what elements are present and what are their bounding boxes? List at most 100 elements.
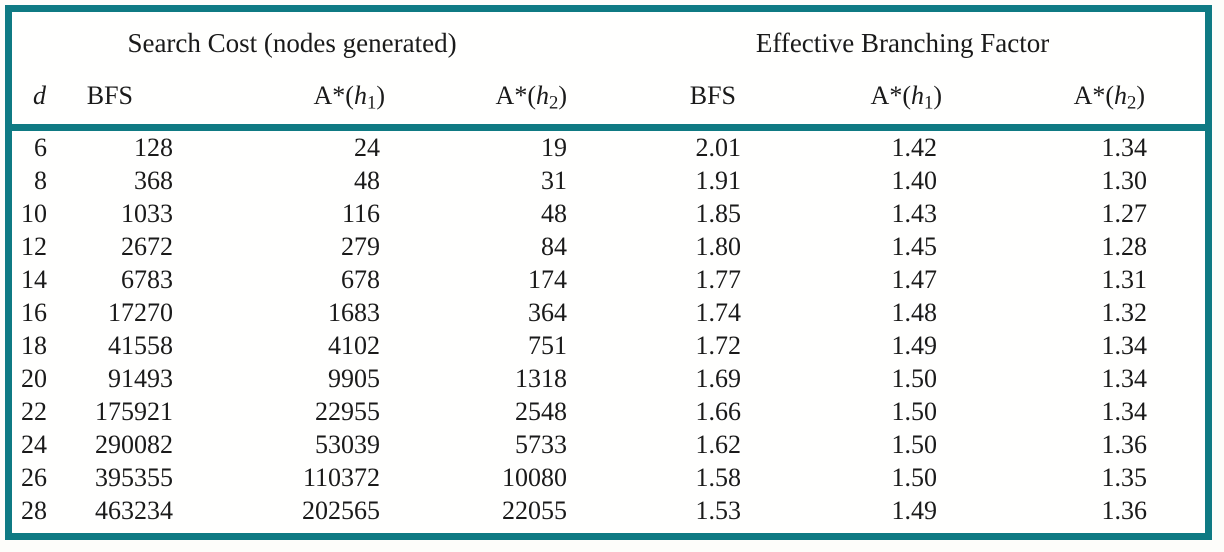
cell-bfs-search-cost: 17270 [108, 298, 173, 327]
cell-astar-h2-ebf: 1.34 [1101, 364, 1148, 393]
column-header-bfs-ebf: BFS [689, 81, 737, 110]
table-row: 10 1033 116 48 1.85 1.43 1.27 [12, 197, 1205, 230]
cell-astar-h1-search-cost: 4102 [328, 331, 380, 360]
table-body: 6 128 24 19 2.01 1.42 1.34 8 368 48 31 1… [12, 128, 1205, 528]
cell-depth: 12 [21, 232, 47, 261]
cell-bfs-ebf: 1.85 [695, 199, 742, 228]
table-row: 8 368 48 31 1.91 1.40 1.30 [12, 164, 1205, 197]
cell-depth: 24 [21, 430, 47, 459]
cell-astar-h2-ebf: 1.30 [1101, 166, 1148, 195]
cell-bfs-ebf: 1.72 [695, 331, 742, 360]
cell-bfs-search-cost: 368 [134, 166, 173, 195]
cell-astar-h2-ebf: 1.34 [1101, 397, 1148, 426]
cell-astar-h2-search-cost: 751 [528, 331, 568, 360]
column-header-bfs-search-cost: BFS [86, 81, 133, 110]
cell-bfs-search-cost: 290082 [95, 430, 173, 459]
cell-astar-h1-search-cost: 202565 [302, 496, 380, 525]
table-row: 24 290082 53039 5733 1.62 1.50 1.36 [12, 428, 1205, 461]
cell-astar-h1-ebf: 1.45 [891, 232, 938, 261]
cell-astar-h1-ebf: 1.49 [891, 496, 938, 525]
cell-bfs-search-cost: 91493 [108, 364, 173, 393]
cell-astar-h2-ebf: 1.34 [1101, 331, 1148, 360]
table-row: 16 17270 1683 364 1.74 1.48 1.32 [12, 296, 1205, 329]
cell-astar-h2-search-cost: 10080 [502, 463, 568, 492]
cell-astar-h2-search-cost: 174 [528, 265, 568, 294]
cell-astar-h1-search-cost: 9905 [328, 364, 380, 393]
cell-astar-h2-search-cost: 19 [541, 133, 568, 162]
cell-depth: 22 [21, 397, 47, 426]
cell-astar-h1-ebf: 1.48 [891, 298, 938, 327]
cell-depth: 8 [34, 166, 47, 195]
table-header: Search Cost (nodes generated) Effective … [12, 12, 1206, 128]
cell-depth: 28 [21, 496, 47, 525]
cell-bfs-search-cost: 1033 [121, 199, 173, 228]
cell-astar-h1-search-cost: 48 [354, 166, 380, 195]
table-row: 14 6783 678 174 1.77 1.47 1.31 [12, 263, 1205, 296]
cell-bfs-search-cost: 6783 [121, 265, 173, 294]
cell-astar-h1-ebf: 1.49 [891, 331, 938, 360]
cell-astar-h2-search-cost: 1318 [515, 364, 568, 393]
cell-astar-h2-ebf: 1.27 [1101, 199, 1148, 228]
cell-depth: 14 [21, 265, 47, 294]
cell-depth: 10 [21, 199, 47, 228]
cell-bfs-ebf: 1.66 [695, 397, 742, 426]
cell-astar-h2-ebf: 1.31 [1101, 265, 1148, 294]
cell-astar-h1-ebf: 1.50 [891, 463, 938, 492]
cell-astar-h1-ebf: 1.47 [891, 265, 938, 294]
cell-bfs-search-cost: 128 [134, 133, 173, 162]
cell-astar-h2-search-cost: 22055 [502, 496, 568, 525]
cell-astar-h1-search-cost: 24 [354, 133, 380, 162]
cell-astar-h1-search-cost: 279 [341, 232, 380, 261]
column-header-astar-h1-ebf: A*(h1) [870, 81, 943, 114]
cell-bfs-ebf: 1.91 [695, 166, 742, 195]
cell-astar-h2-search-cost: 5733 [515, 430, 568, 459]
table-row: 26 395355 110372 10080 1.58 1.50 1.35 [12, 461, 1205, 494]
cell-bfs-search-cost: 463234 [95, 496, 173, 525]
group-header-search-cost-label: Search Cost (nodes generated) [127, 27, 457, 58]
cell-bfs-ebf: 2.01 [695, 133, 742, 162]
cell-bfs-search-cost: 395355 [95, 463, 173, 492]
cell-astar-h1-search-cost: 110372 [302, 463, 380, 492]
cell-depth: 18 [21, 331, 47, 360]
table-row: 6 128 24 19 2.01 1.42 1.34 [12, 128, 1205, 165]
cell-bfs-ebf: 1.77 [695, 265, 742, 294]
cell-depth: 20 [21, 364, 47, 393]
column-header-row: d BFS A*(h1) A*(h2) BFS A*(h1) A [12, 68, 1205, 128]
cell-depth: 16 [21, 298, 47, 327]
cell-astar-h2-search-cost: 31 [541, 166, 568, 195]
cell-astar-h2-search-cost: 84 [541, 232, 568, 261]
table-row: 20 91493 9905 1318 1.69 1.50 1.34 [12, 362, 1205, 395]
cell-astar-h1-ebf: 1.43 [891, 199, 938, 228]
cell-astar-h2-ebf: 1.34 [1101, 133, 1148, 162]
cell-astar-h2-ebf: 1.35 [1101, 463, 1148, 492]
table-frame: Search Cost (nodes generated) Effective … [5, 5, 1212, 540]
cell-bfs-search-cost: 175921 [95, 397, 173, 426]
cell-astar-h2-search-cost: 48 [541, 199, 568, 228]
cell-astar-h1-ebf: 1.50 [891, 364, 938, 393]
cell-astar-h1-ebf: 1.50 [891, 397, 938, 426]
cell-bfs-search-cost: 41558 [108, 331, 173, 360]
search-comparison-table: Search Cost (nodes generated) Effective … [12, 12, 1206, 528]
cell-astar-h1-search-cost: 1683 [328, 298, 380, 327]
cell-astar-h1-ebf: 1.50 [891, 430, 938, 459]
cell-astar-h1-search-cost: 678 [341, 265, 380, 294]
cell-bfs-ebf: 1.69 [695, 364, 742, 393]
cell-bfs-ebf: 1.58 [695, 463, 742, 492]
group-header-search-cost: Search Cost (nodes generated) [12, 12, 572, 68]
cell-astar-h2-ebf: 1.36 [1101, 496, 1148, 525]
cell-astar-h1-search-cost: 116 [341, 199, 380, 228]
cell-bfs-ebf: 1.53 [695, 496, 742, 525]
cell-astar-h2-search-cost: 364 [528, 298, 568, 327]
column-header-astar-h2-search-cost: A*(h2) [495, 81, 568, 114]
cell-astar-h2-ebf: 1.32 [1101, 298, 1148, 327]
table-row: 22 175921 22955 2548 1.66 1.50 1.34 [12, 395, 1205, 428]
group-header-ebf-label: Effective Branching Factor [755, 27, 1050, 58]
group-header-row: Search Cost (nodes generated) Effective … [12, 12, 1205, 68]
cell-depth: 6 [34, 133, 47, 162]
column-header-astar-h1-search-cost: A*(h1) [313, 81, 385, 114]
cell-depth: 26 [21, 463, 47, 492]
cell-bfs-ebf: 1.74 [695, 298, 742, 327]
cell-astar-h2-ebf: 1.36 [1101, 430, 1148, 459]
cell-bfs-search-cost: 2672 [121, 232, 173, 261]
cell-astar-h1-ebf: 1.42 [891, 133, 938, 162]
